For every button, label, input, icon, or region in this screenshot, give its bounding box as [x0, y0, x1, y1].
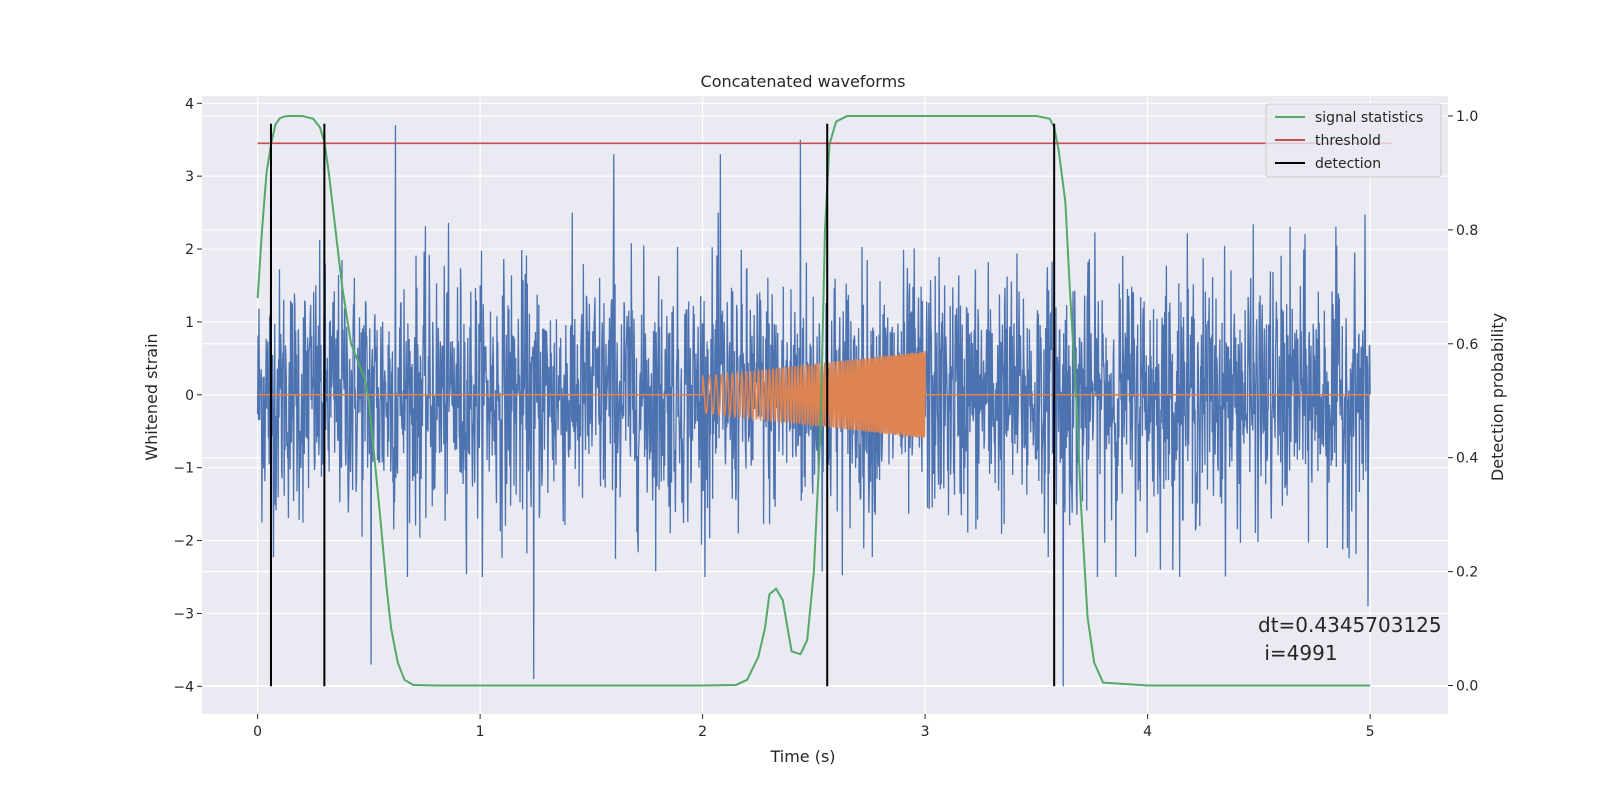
y-tick-label: 2: [185, 242, 194, 258]
detection-lines: [269, 123, 1056, 687]
y-tick-label: 0: [185, 388, 194, 404]
signal-statistics-series: [256, 114, 1371, 687]
y2-tick-label: 1.0: [1456, 109, 1478, 125]
y-tick-label: 1: [185, 315, 194, 331]
x-tick-label: 3: [921, 724, 930, 740]
legend: signal statistics threshold detection: [1265, 103, 1442, 178]
y-tick-label: −2: [173, 534, 194, 550]
y-tick-label: −4: [173, 679, 194, 695]
injected-chirp-series: [257, 351, 1371, 439]
x-axis-ticks: 0 1 2 3 4 5: [253, 714, 1375, 740]
y-tick-label: −3: [173, 606, 194, 622]
annotation-dt: dt=0.4345703125: [1258, 613, 1442, 637]
legend-label-threshold: threshold: [1315, 133, 1381, 149]
legend-box: [1265, 103, 1442, 178]
y-axis-label: Whitened strain: [142, 333, 161, 460]
legend-label-detection: detection: [1315, 156, 1381, 172]
chirp-line: [257, 351, 1371, 439]
x-axis-label: Time (s): [769, 747, 835, 766]
y-axis-ticks: −4 −3 −2 −1 0 1 2 3 4: [173, 96, 202, 695]
y2-axis-ticks: 0.0 0.2 0.4 0.6 0.8 1.0: [1448, 109, 1478, 695]
y-tick-label: 3: [185, 169, 194, 185]
y2-axis-label: Detection probability: [1488, 313, 1507, 481]
y2-tick-label: 0.0: [1456, 679, 1478, 695]
annotation-index: i=4991: [1258, 641, 1338, 665]
legend-label-signal-statistics: signal statistics: [1315, 110, 1423, 126]
y-tick-label: −1: [173, 461, 194, 477]
y2-tick-label: 0.4: [1456, 451, 1478, 467]
y2-tick-label: 0.2: [1456, 565, 1478, 581]
chart-title: Concatenated waveforms: [701, 72, 906, 91]
x-tick-label: 1: [476, 724, 485, 740]
y2-tick-label: 0.8: [1456, 223, 1478, 239]
x-tick-label: 2: [698, 724, 707, 740]
signal-statistics-line: [256, 114, 1371, 687]
x-tick-label: 5: [1366, 724, 1375, 740]
y2-tick-label: 0.6: [1456, 337, 1478, 353]
y-tick-label: 4: [185, 96, 194, 112]
x-tick-label: 0: [253, 724, 262, 740]
x-tick-label: 4: [1143, 724, 1152, 740]
